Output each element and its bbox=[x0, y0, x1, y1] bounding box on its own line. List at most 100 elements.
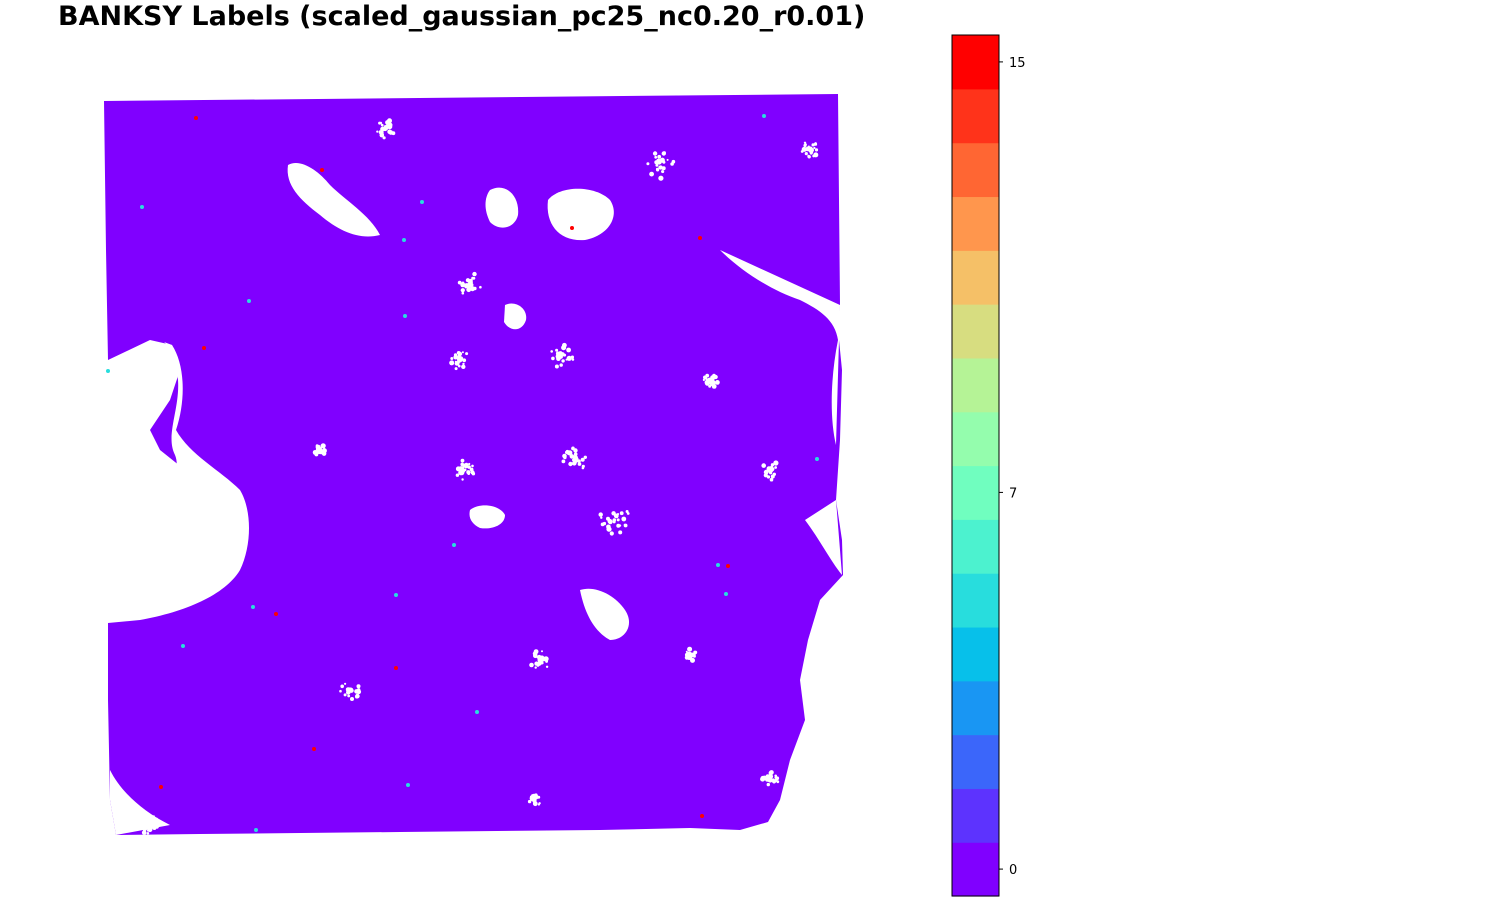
gap-speck bbox=[147, 823, 151, 827]
gap-speck bbox=[619, 511, 624, 516]
gap-speck bbox=[468, 278, 473, 283]
gap-speck bbox=[572, 461, 577, 466]
gap-speck bbox=[550, 350, 553, 353]
colorbar-segment bbox=[952, 411, 999, 467]
gap-speck bbox=[453, 354, 459, 360]
gap-speck bbox=[461, 364, 466, 369]
scatter-point bbox=[274, 612, 278, 616]
gap-speck bbox=[462, 468, 466, 472]
gap-speck bbox=[766, 782, 770, 787]
gap-speck bbox=[527, 799, 532, 804]
gap-speck bbox=[479, 285, 482, 289]
gap-speck bbox=[807, 155, 811, 159]
gap-speck bbox=[532, 801, 538, 807]
gap-speck bbox=[537, 654, 541, 659]
gap-speck bbox=[461, 291, 465, 295]
gap-speck bbox=[810, 152, 813, 155]
gap-speck bbox=[461, 351, 464, 354]
gap-speck bbox=[612, 519, 616, 523]
gap-speck bbox=[600, 516, 603, 519]
gap-speck bbox=[621, 516, 627, 522]
gap-speck bbox=[458, 470, 464, 476]
gap-speck bbox=[606, 524, 611, 530]
gap-speck bbox=[705, 373, 710, 378]
gap-speck bbox=[457, 351, 463, 357]
gap-speck bbox=[656, 158, 661, 164]
gap-speck bbox=[356, 689, 362, 695]
gap-speck bbox=[804, 152, 808, 156]
colorbar-segment bbox=[952, 734, 999, 789]
scatter-point bbox=[394, 593, 398, 597]
gap-speck bbox=[538, 660, 544, 665]
chart-title: BANKSY Labels (scaled_gaussian_pc25_nc0.… bbox=[58, 1, 866, 32]
gap-speck bbox=[460, 289, 464, 292]
gap-speck bbox=[454, 361, 460, 366]
gap-speck bbox=[320, 448, 323, 451]
gap-speck bbox=[320, 445, 324, 448]
gap-speck bbox=[315, 445, 319, 449]
scatter-point bbox=[724, 592, 728, 596]
colorbar-segment bbox=[952, 842, 999, 897]
gap-speck bbox=[531, 794, 534, 797]
gap-speck bbox=[461, 466, 465, 469]
gap-speck bbox=[450, 357, 454, 360]
gap-speck bbox=[662, 160, 666, 164]
gap-speck bbox=[772, 472, 776, 476]
gap-speck bbox=[457, 356, 462, 362]
gap-speck bbox=[772, 779, 777, 784]
gap-speck bbox=[561, 459, 566, 464]
gap-speck bbox=[385, 124, 390, 130]
gap-speck bbox=[616, 518, 620, 522]
scatter-point bbox=[312, 747, 316, 751]
gap-speck bbox=[151, 822, 155, 826]
gap-speck bbox=[568, 461, 573, 467]
gap-speck bbox=[347, 694, 351, 698]
gap-speck bbox=[339, 689, 342, 693]
gap-speck bbox=[473, 286, 477, 291]
gap-speck bbox=[802, 147, 808, 152]
gap-speck bbox=[382, 136, 386, 140]
gap-speck bbox=[580, 457, 585, 462]
tissue-gap-9 bbox=[110, 770, 170, 835]
scatter-point bbox=[194, 116, 198, 120]
gap-speck bbox=[623, 523, 626, 526]
tissue-gap-7 bbox=[504, 303, 527, 330]
scatter-point bbox=[700, 814, 704, 818]
gap-speck bbox=[141, 822, 145, 826]
colorbar-segment bbox=[952, 250, 999, 305]
gap-speck bbox=[566, 451, 570, 455]
gap-speck bbox=[685, 650, 688, 653]
scatter-point bbox=[394, 666, 398, 670]
gap-speck bbox=[558, 353, 562, 357]
gap-speck bbox=[618, 530, 623, 535]
gap-speck bbox=[141, 830, 147, 835]
scatter-point bbox=[420, 200, 424, 204]
gap-speck bbox=[774, 466, 777, 469]
gap-speck bbox=[387, 129, 392, 135]
gap-speck bbox=[561, 345, 567, 351]
gap-speck bbox=[344, 682, 347, 685]
scatter-point bbox=[570, 226, 574, 230]
scatter-point bbox=[140, 205, 144, 209]
gap-speck bbox=[813, 146, 816, 150]
gap-speck bbox=[687, 652, 690, 656]
gap-speck bbox=[571, 446, 575, 450]
scatter-point bbox=[475, 710, 479, 714]
gap-speck bbox=[702, 378, 706, 381]
gap-speck bbox=[616, 513, 620, 516]
scatter-point bbox=[403, 314, 407, 318]
colorbar: 0 7 15 bbox=[951, 34, 1026, 897]
gap-speck bbox=[769, 477, 774, 482]
gap-speck bbox=[462, 362, 465, 366]
gap-speck bbox=[666, 158, 669, 161]
gap-speck bbox=[315, 449, 320, 454]
gap-speck bbox=[461, 478, 464, 481]
gap-speck bbox=[563, 455, 567, 460]
gap-speck bbox=[465, 352, 469, 356]
gap-speck bbox=[563, 353, 567, 357]
gap-speck bbox=[583, 455, 587, 459]
gap-speck bbox=[646, 162, 650, 166]
gap-speck bbox=[380, 131, 384, 135]
gap-speck bbox=[766, 475, 771, 479]
gap-speck bbox=[458, 364, 461, 368]
